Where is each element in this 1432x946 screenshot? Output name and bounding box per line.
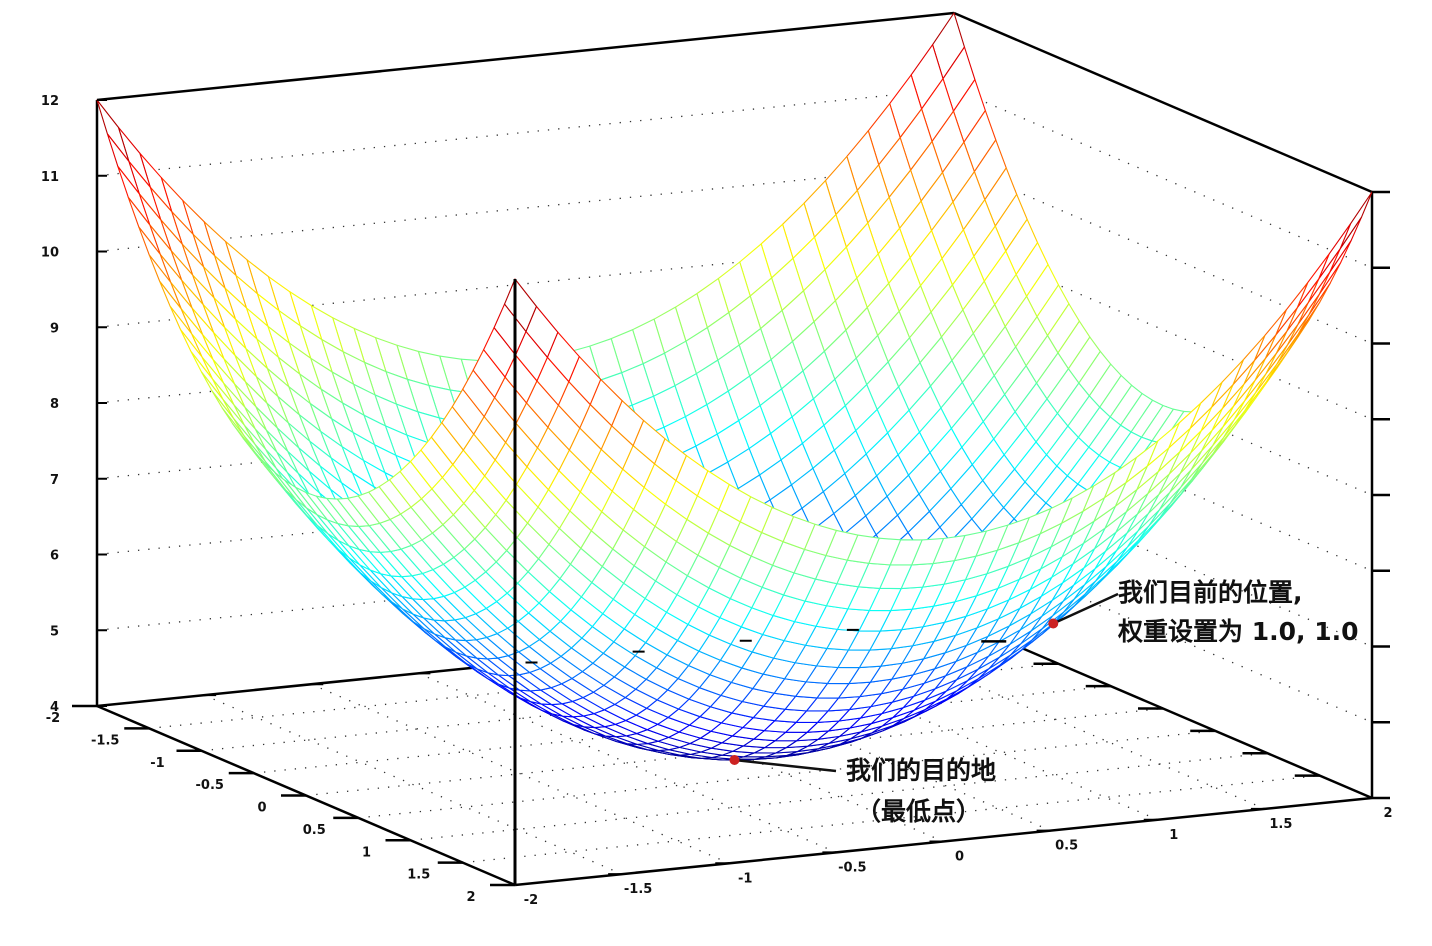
annotation-current-line1: 我们目前的位置, xyxy=(1118,578,1303,607)
y-tick-label: 1.5 xyxy=(1269,817,1292,832)
x-tick-label: 1.5 xyxy=(407,868,430,883)
x-tick-label: 0.5 xyxy=(303,823,326,838)
back-wall-gridline xyxy=(96,466,1373,648)
annotation-minimum-line1: 我们的目的地 xyxy=(846,756,996,785)
back-wall-grid xyxy=(96,88,1373,723)
x-tick-label: 2 xyxy=(466,890,475,905)
y-tick-label: 1 xyxy=(1169,828,1178,843)
z-tick-label: 11 xyxy=(41,170,59,185)
base-gridline-y xyxy=(739,640,1159,821)
y-tick-label: -1.5 xyxy=(624,882,652,897)
annotation-minimum-line2: （最低点） xyxy=(856,797,981,826)
annotation-leader-minimum xyxy=(734,758,837,773)
surface-mesh xyxy=(96,12,1373,761)
x-tick-label: -0.5 xyxy=(196,778,224,793)
y-tick-label: 0 xyxy=(955,850,964,865)
y-tick-label: 0.5 xyxy=(1055,839,1078,854)
base-gridline-y xyxy=(418,672,837,853)
z-tick-label: 9 xyxy=(50,321,59,336)
z-tick-label: 8 xyxy=(50,397,59,412)
x-tick-label: 1 xyxy=(362,845,371,860)
x-tick-label: 0 xyxy=(257,801,266,816)
base-gridline-y xyxy=(846,629,1266,810)
z-tick-label: 4 xyxy=(50,700,59,715)
back-wall-gridline xyxy=(96,391,1373,572)
base-gridline-y xyxy=(310,683,730,864)
z-tick-label: 5 xyxy=(50,624,59,639)
y-tick-label: -2 xyxy=(524,893,538,908)
current-position-marker xyxy=(1048,618,1059,629)
z-tick-label: 10 xyxy=(41,246,59,261)
back-wall-gridline xyxy=(96,315,1373,496)
annotation-current-line2: 权重设置为 1.0, 1.0 xyxy=(1117,617,1358,646)
annotation-leader-current xyxy=(1052,592,1119,625)
annotations: 我们目前的位置, 权重设置为 1.0, 1.0 我们的目的地 （最低点） xyxy=(729,578,1358,826)
x-tick-label: -1 xyxy=(150,756,164,771)
y-tick-label: -0.5 xyxy=(838,860,866,875)
back-wall-gridline xyxy=(96,163,1373,345)
base-gridline-y xyxy=(203,694,623,875)
z-tick-label: 6 xyxy=(50,549,59,564)
axes-frame xyxy=(72,99,1390,887)
top-edge-right xyxy=(953,11,1373,194)
y-tick-label: 2 xyxy=(1383,806,1392,821)
y-tick-label: -1 xyxy=(738,871,752,886)
z-tick-label: 7 xyxy=(50,473,59,488)
back-wall-gridline xyxy=(96,239,1373,420)
back-wall-gridline xyxy=(96,542,1373,723)
surface-cell xyxy=(503,278,537,332)
tick-labels: -2 -1.5 -1 -0.5 0 0.5 1 1.5 2 -2 -1.5 -1 -0.5 0 0.5 1 1.… xyxy=(41,94,1393,908)
minimum-marker xyxy=(729,755,740,765)
surface-cell xyxy=(1339,191,1373,250)
z-tick-label: 12 xyxy=(41,94,59,109)
back-wall-gridline xyxy=(96,88,1373,269)
x-tick-label: -2 xyxy=(46,711,60,726)
surface-cell xyxy=(1329,216,1363,273)
x-tick-label: -1.5 xyxy=(91,733,119,748)
top-edge-left xyxy=(96,11,955,102)
